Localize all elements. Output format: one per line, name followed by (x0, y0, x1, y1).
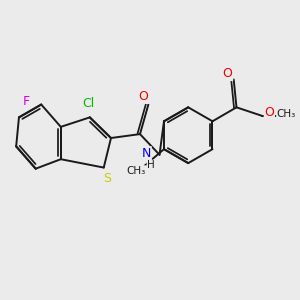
Text: H: H (147, 160, 155, 170)
Text: F: F (22, 95, 29, 108)
Text: Cl: Cl (82, 97, 94, 110)
Text: O: O (223, 68, 232, 80)
Text: CH₃: CH₃ (127, 166, 146, 176)
Text: O: O (138, 90, 148, 103)
Text: N: N (142, 147, 151, 160)
Text: S: S (103, 172, 111, 185)
Text: CH₃: CH₃ (277, 109, 296, 119)
Text: O: O (265, 106, 274, 119)
